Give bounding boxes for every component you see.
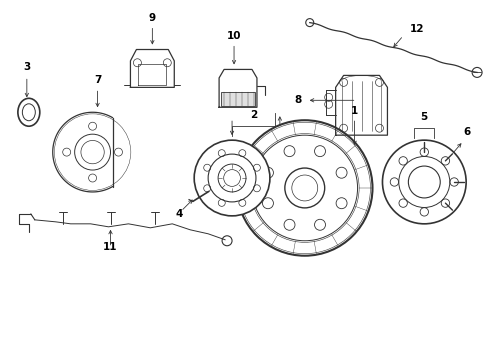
Text: 12: 12 (408, 23, 423, 33)
Text: 7: 7 (94, 75, 101, 85)
Polygon shape (130, 50, 174, 87)
Text: 1: 1 (350, 106, 358, 116)
Text: 8: 8 (294, 95, 301, 105)
Polygon shape (138, 64, 166, 85)
Text: 10: 10 (226, 31, 241, 41)
Circle shape (237, 120, 372, 256)
Text: 3: 3 (23, 62, 30, 72)
FancyBboxPatch shape (221, 92, 254, 106)
Polygon shape (219, 69, 256, 107)
Polygon shape (335, 75, 386, 135)
Circle shape (194, 140, 269, 216)
Text: 6: 6 (463, 127, 470, 137)
Circle shape (382, 140, 465, 224)
Text: 9: 9 (148, 13, 156, 23)
Text: 5: 5 (420, 112, 427, 122)
Text: 11: 11 (103, 242, 118, 252)
Text: 4: 4 (175, 210, 182, 219)
Text: 2: 2 (249, 110, 257, 120)
